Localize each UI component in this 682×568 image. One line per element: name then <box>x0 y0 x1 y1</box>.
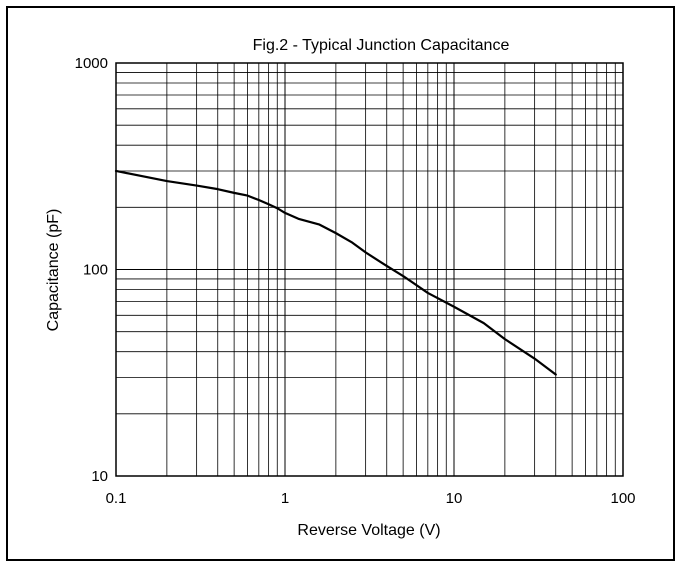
x-tick-label: 1 <box>281 490 289 507</box>
chart-title: Fig.2 - Typical Junction Capacitance <box>253 37 510 54</box>
y-tick-label: 10 <box>91 468 108 485</box>
chart-frame <box>6 6 675 561</box>
capacitance-curve <box>114 169 557 376</box>
y-tick-labels: 10 100 1000 <box>75 55 108 485</box>
x-tick-label: 10 <box>446 490 463 507</box>
x-tick-labels: 0.1 1 10 100 <box>106 490 636 507</box>
series-group <box>114 169 557 376</box>
y-tick-label: 100 <box>83 262 108 279</box>
x-tick-label: 100 <box>610 490 635 507</box>
x-tick-label: 0.1 <box>106 490 127 507</box>
plot-area <box>115 62 624 477</box>
y-axis-title: Capacitance (pF) <box>45 209 62 332</box>
x-axis-title: Reverse Voltage (V) <box>297 522 440 539</box>
y-tick-label: 1000 <box>75 55 108 72</box>
